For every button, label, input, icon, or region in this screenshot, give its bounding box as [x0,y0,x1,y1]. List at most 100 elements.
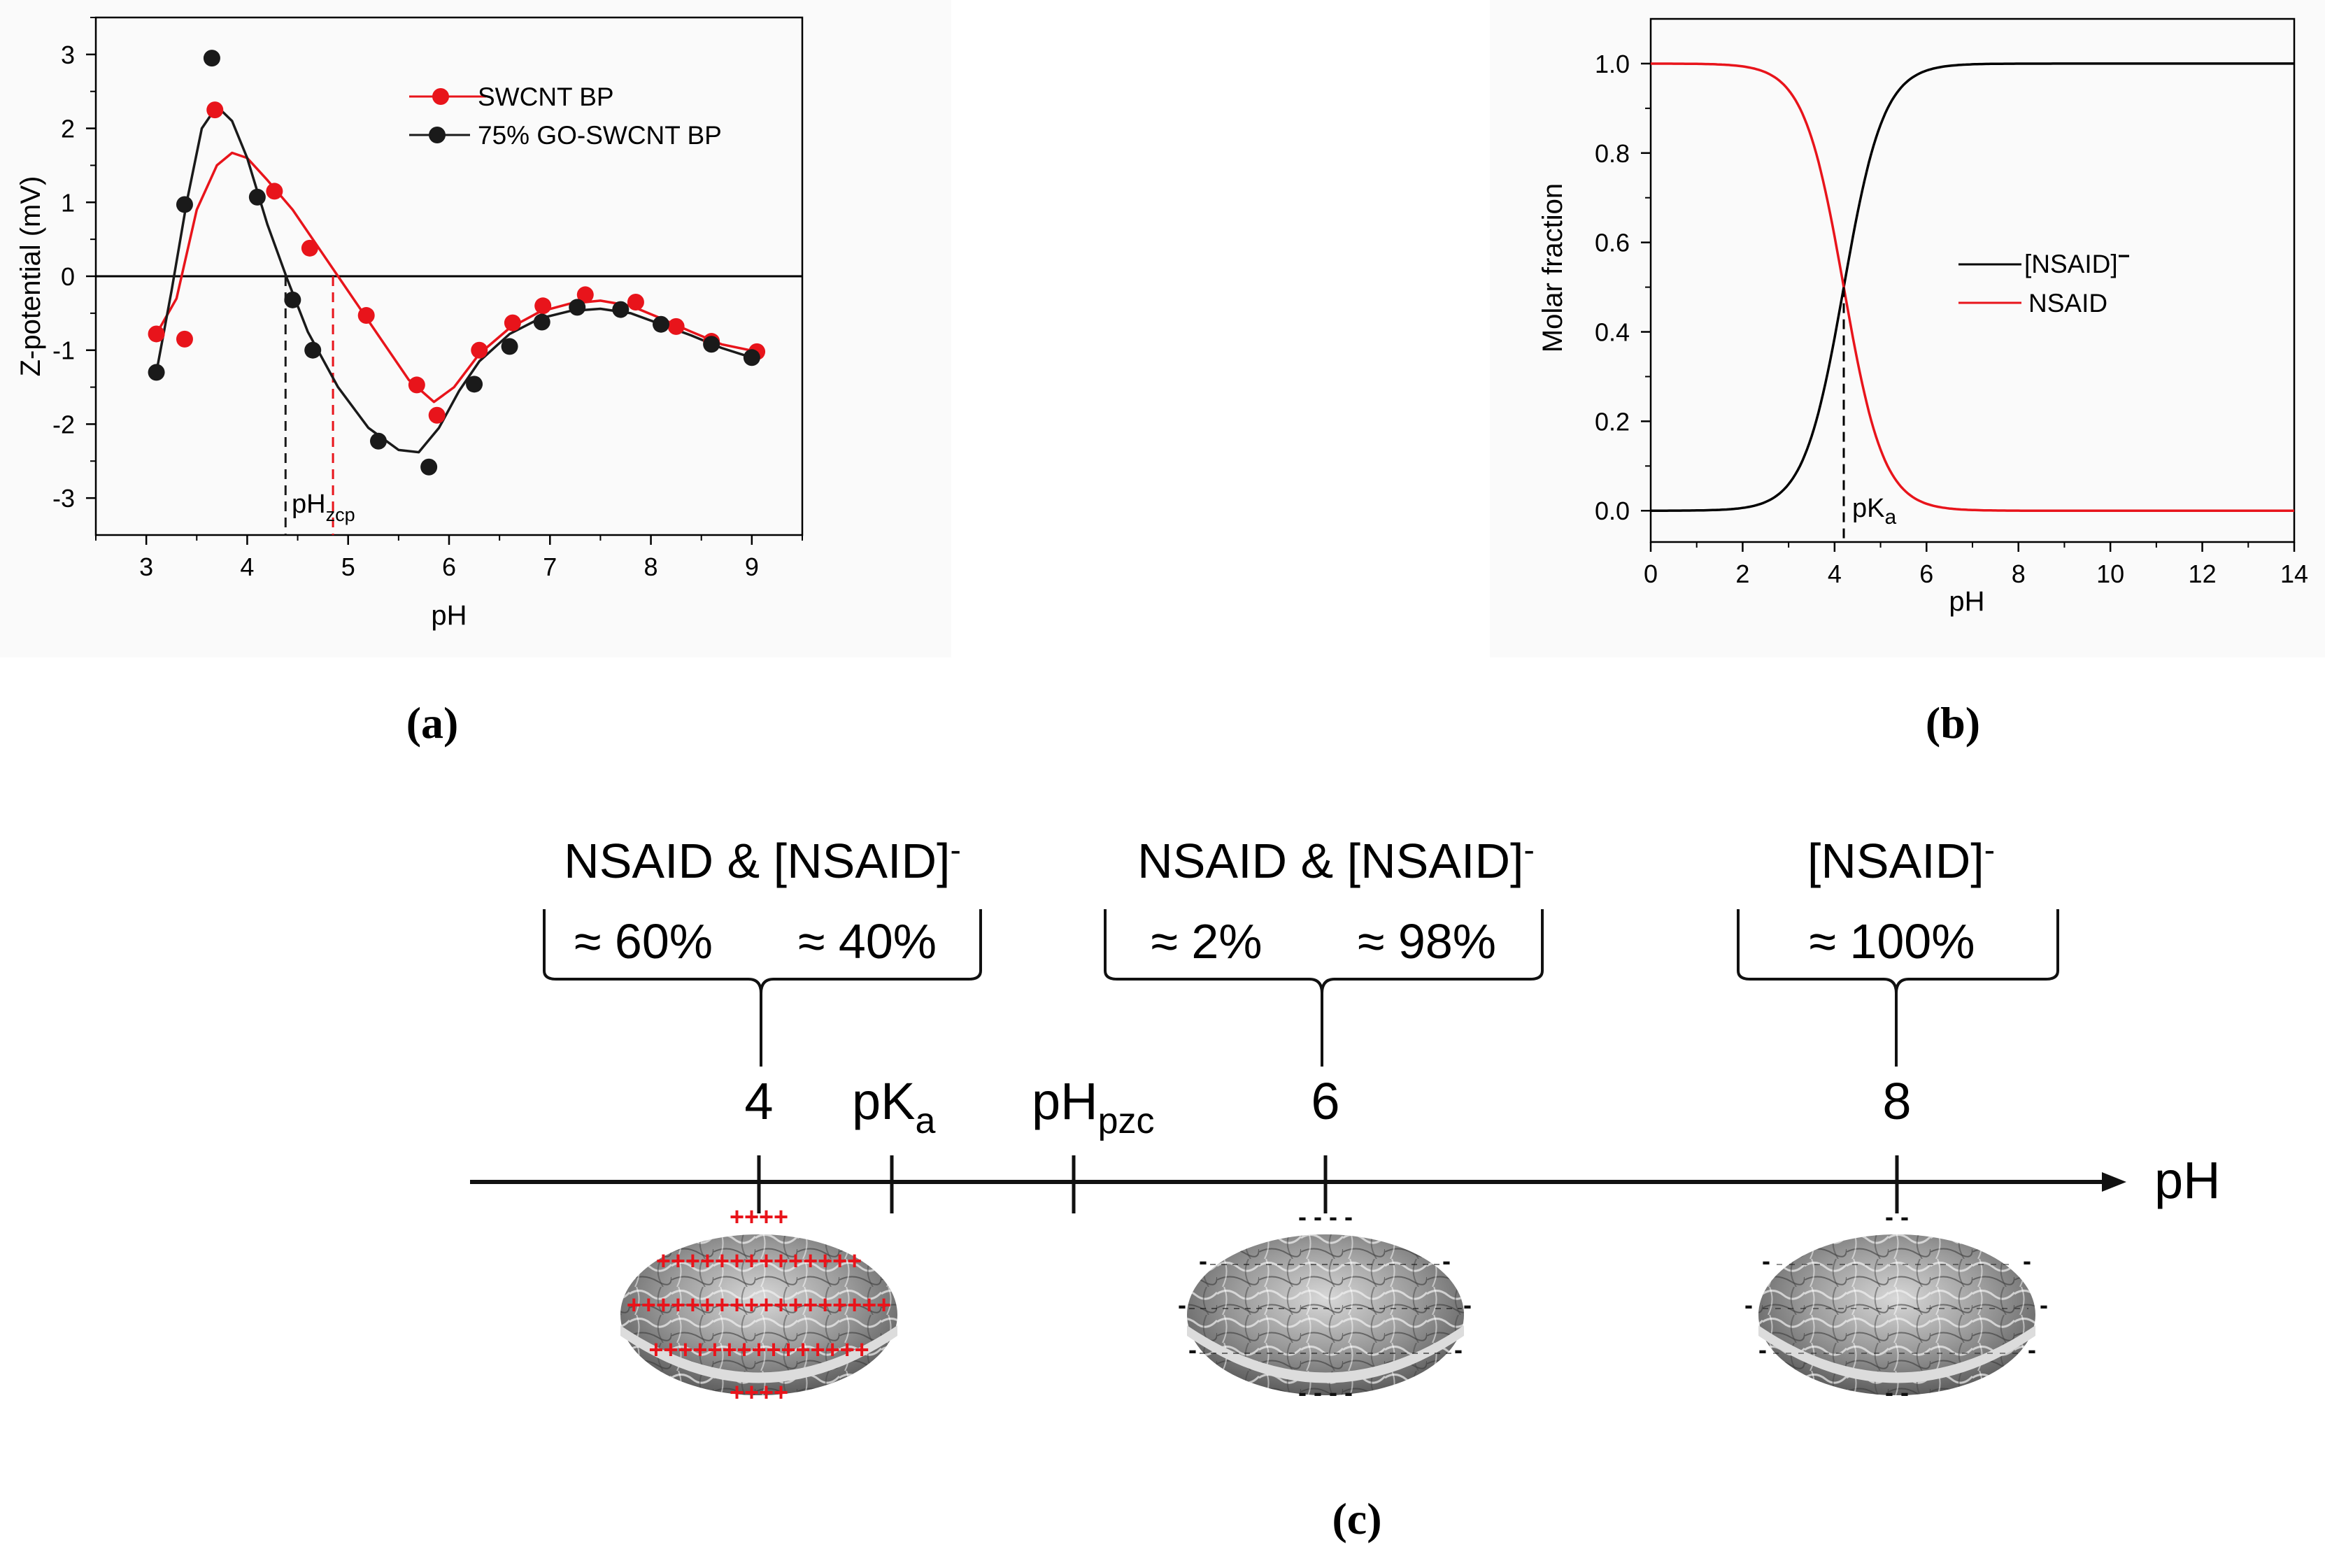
minus-right-3: - [1454,1335,1463,1364]
a-ytick-label: 2 [61,115,75,143]
dashes-ph6 [1189,1264,1462,1354]
b-ytick-label: 1.0 [1595,50,1630,78]
a-data-point-0 [471,341,488,359]
group-3-title: [NSAID]- [1807,832,1995,888]
minus-ph8-l2: - [1744,1290,1753,1319]
legend-marker-swcnt [432,88,449,105]
tick-pka-main: pK [852,1072,916,1130]
legend-nsaid-anion-sup: − [2118,245,2131,268]
tick-label-pka: pKa [852,1072,936,1141]
panel-a-x-axis-label: pH [431,600,467,631]
group-3-brace [1737,909,2059,1067]
panel-a-ticks: 3 4 5 6 7 8 9 -3 -2 -1 0 1 2 3 [52,17,803,581]
b-xtick-label: 14 [2280,560,2308,588]
panel-a-series [148,50,766,476]
minus-bottom-ph8: - - [1885,1378,1909,1406]
charges-ph4: ++++ ++++++++++++++ ++++++++++++++++++ +… [627,1202,891,1406]
a-data-point-1 [203,50,220,67]
a-data-point-0 [357,307,375,325]
group-3-value: ≈ 100% [1809,914,1975,969]
b-xtick-label: 6 [1919,560,1933,588]
panel-c-ph-diagram: NSAID & [NSAID]- NSAID & [NSAID]- [NSAID… [470,832,2221,1544]
a-ytick-label: -1 [52,336,75,365]
a-data-point-1 [612,301,630,318]
tick-pka-sub: a [916,1101,936,1141]
a-data-point-0 [534,297,552,315]
b-ytick-label: 0.8 [1595,139,1630,168]
a-data-point-0 [428,406,446,424]
b-xtick-label: 4 [1828,560,1842,588]
panel-b-y-axis-label: Molar fraction [1537,183,1568,352]
legend-label-go-swcnt: 75% GO-SWCNT BP [478,121,722,150]
minus-ph8-l1: - [1762,1246,1770,1275]
a-data-point-0 [576,286,594,304]
disc-ph8 [1758,1234,2035,1395]
disc-ph4-fibers [620,1234,897,1395]
zcp-sub: zcp [326,504,355,525]
a-data-point-1 [304,341,322,359]
a-xtick-label: 7 [543,553,557,581]
group-1-brace [543,909,982,1067]
disc-ph8-rim [1758,1325,2035,1383]
group-2-title: NSAID & [NSAID]- [1137,832,1535,888]
minus-top: - - - - [1298,1202,1353,1231]
a-data-point-1 [420,458,438,476]
b-curve-0 [1651,62,2294,512]
minus-ph8-r2: - [2040,1290,2048,1319]
group-3-title-sup: - [1984,832,1995,868]
a-data-point-1 [248,188,266,206]
b-xtick-label: 0 [1644,560,1658,588]
panel-a-legend: SWCNT BP 75% GO-SWCNT BP [409,83,722,150]
a-data-point-0 [148,325,165,343]
minus-bottom: - - - - [1298,1378,1353,1406]
b-xtick-label: 2 [1735,560,1749,588]
a-data-point-0 [667,318,685,335]
tick-label-6: 6 [1311,1072,1339,1130]
tick-label-phpzc: pHpzc [1032,1072,1155,1141]
dashes-ph8 [1763,1264,2028,1354]
minus-ph8-r3: - [2028,1335,2036,1364]
minus-top-ph8: - - [1885,1202,1909,1231]
a-data-point-1 [284,291,301,308]
b-xtick-label: 12 [2189,560,2217,588]
plus-row-5: ++++ [730,1378,788,1406]
minus-left-3: - [1188,1335,1197,1364]
a-ytick-label: 0 [61,262,75,291]
a-data-point-1 [533,313,550,331]
group-1-title: NSAID & [NSAID]- [564,832,961,888]
b-ytick-label: 0.6 [1595,229,1630,257]
tick-label-4: 4 [744,1072,773,1130]
zcp-main: pH [292,490,326,519]
plus-row-2: ++++++++++++++ [656,1246,862,1275]
a-data-point-1 [176,196,193,213]
a-xtick-label: 8 [644,553,658,581]
legend-nsaid-anion-text: [NSAID] [2024,250,2118,278]
panel-b-molar-fraction-chart: 0 2 4 6 8 10 12 14 0.0 0.2 0.4 0.6 0.8 1.0 pH Molar f… [1490,0,2325,748]
group-2-title-sup: - [1524,832,1535,868]
tick-phpzc-sub: pzc [1098,1101,1155,1141]
panel-a-y-axis-label: Z-potential (mV) [15,176,46,377]
pka-sub: a [1884,506,1896,529]
panel-b-caption: (b) [1926,698,1980,748]
panel-b-pka-label: pKa [1852,494,1896,529]
b-xtick-label: 10 [2096,560,2124,588]
a-xtick-label: 3 [139,553,153,581]
a-data-point-1 [653,315,669,333]
minus-left-1: - [1199,1246,1207,1275]
panel-a-zcp-markers [284,276,334,535]
a-data-point-0 [301,239,318,257]
panel-b-background [1490,0,2325,657]
a-data-point-1 [703,336,720,353]
b-ytick-label: 0.4 [1595,318,1630,347]
a-data-point-1 [743,349,760,366]
disc-ph6 [1187,1234,1464,1395]
group-2-left-value: ≈ 2% [1151,914,1262,969]
minus-ph8-l3: - [1758,1335,1767,1364]
plus-row-4: +++++++++++++++ [648,1335,869,1364]
group-1-right-value: ≈ 40% [798,914,937,969]
a-data-point-1 [501,338,518,355]
a-xtick-label: 6 [442,553,456,581]
ph-axis-label: pH [2154,1151,2221,1209]
legend-label-swcnt: SWCNT BP [478,83,614,111]
